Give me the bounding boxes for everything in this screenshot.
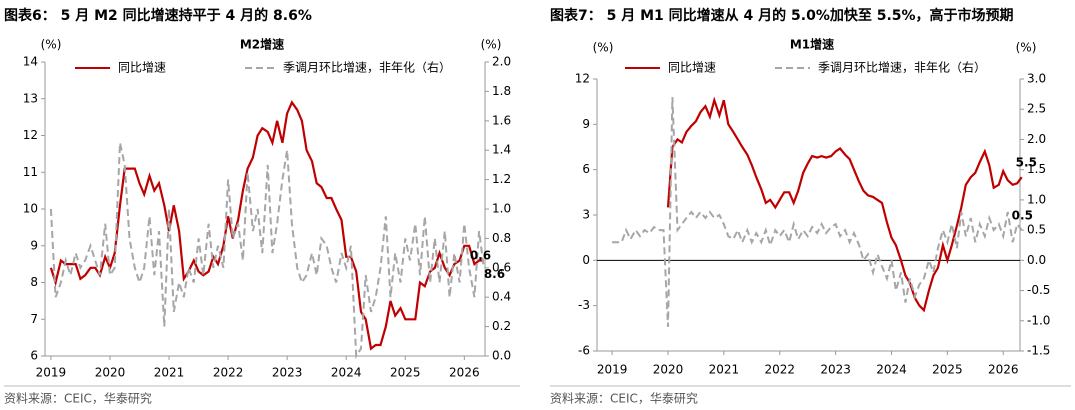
x-tick-label: 2025 [932, 363, 963, 377]
end-value-label: 8.6 [484, 267, 505, 281]
y-tick-label: -6 [578, 344, 590, 358]
end-value-label: 5.5 [1016, 156, 1037, 170]
y2-tick-label: -1.0 [1027, 313, 1050, 327]
x-tick-label: 2025 [390, 366, 421, 380]
legend-label: 季调月环比增速，非年化（右） [283, 60, 451, 75]
y2-tick-label: 1.6 [492, 113, 511, 127]
y2-tick-label: 1.0 [492, 202, 511, 216]
y2-tick-label: 3.0 [1027, 72, 1046, 86]
chart-title: 图表6： 5 月 M2 同比增速持平于 4 月的 8.6% [4, 7, 312, 24]
y-tick-label: 0 [582, 253, 590, 267]
x-tick-label: 2021 [154, 366, 185, 380]
y-tick-label: 12 [23, 128, 38, 142]
source-note: 资料来源：CEIC，华泰研究 [4, 391, 152, 406]
y2-tick-label: 1.8 [492, 84, 511, 98]
y2-tick-label: 1.4 [492, 143, 511, 157]
y-tick-label: 11 [23, 165, 38, 179]
y2-tick-label: -1.5 [1027, 344, 1050, 358]
end-value-label: 0.6 [470, 248, 491, 262]
series-line [49, 142, 485, 360]
y2-axis-unit: (%) [481, 38, 502, 52]
x-tick-label: 2022 [213, 366, 244, 380]
y-tick-label: 9 [30, 238, 38, 252]
y-tick-label: 6 [30, 349, 38, 363]
x-tick-label: 2024 [876, 363, 907, 377]
y-tick-label: 10 [23, 202, 38, 216]
x-tick-label: 2021 [709, 363, 740, 377]
y2-tick-label: 2.5 [1027, 102, 1046, 116]
y2-tick-label: 0.0 [1027, 253, 1046, 267]
y2-tick-label: -0.5 [1027, 283, 1050, 297]
y2-tick-label: 2.0 [1027, 132, 1046, 146]
series-line [49, 100, 484, 351]
y-tick-label: 13 [23, 91, 38, 105]
y2-tick-label: 1.0 [1027, 192, 1046, 206]
y2-tick-label: 0.8 [492, 231, 511, 245]
x-tick-label: 2019 [36, 366, 67, 380]
y-axis-unit: (%) [593, 41, 614, 55]
legend-label: 季调月环比增速，非年化（右） [818, 60, 986, 75]
x-tick-label: 2026 [449, 366, 480, 380]
chart-subtitle: M1增速 [790, 37, 834, 52]
x-tick-label: 2020 [95, 366, 126, 380]
x-tick-label: 2026 [988, 363, 1019, 377]
y2-tick-label: 2.0 [492, 55, 511, 69]
series-line [612, 97, 1023, 327]
y-tick-label: -3 [578, 298, 590, 312]
y-tick-label: 12 [575, 72, 590, 86]
x-tick-label: 2019 [597, 363, 628, 377]
series-line [666, 96, 1023, 313]
x-tick-label: 2023 [272, 366, 303, 380]
y2-tick-label: 0.0 [492, 349, 511, 363]
x-tick-label: 2024 [331, 366, 362, 380]
y-tick-label: 3 [582, 208, 590, 222]
x-tick-label: 2022 [764, 363, 795, 377]
source-note: 资料来源：CEIC，华泰研究 [550, 391, 698, 406]
legend-label: 同比增速 [668, 61, 716, 75]
end-value-label: 0.5 [1012, 209, 1033, 223]
y2-tick-label: 1.2 [492, 172, 511, 186]
y-axis-unit: (%) [41, 38, 62, 52]
chart-title: 图表7： 5 月 M1 同比增速从 4 月的 5.0%加快至 5.5%，高于市场… [550, 7, 1014, 24]
y-tick-label: 7 [30, 312, 38, 326]
chart-subtitle: M2增速 [240, 37, 284, 52]
y2-axis-unit: (%) [1016, 41, 1037, 55]
y-tick-label: 8 [30, 275, 38, 289]
y2-tick-label: 1.5 [1027, 162, 1046, 176]
y-tick-label: 9 [582, 117, 590, 131]
y2-tick-label: 0.2 [492, 319, 511, 333]
y-tick-label: 14 [23, 55, 38, 69]
x-tick-label: 2020 [653, 363, 684, 377]
legend-label: 同比增速 [118, 61, 166, 75]
y2-tick-label: 0.6 [492, 260, 511, 274]
x-tick-label: 2023 [820, 363, 851, 377]
y-tick-label: 6 [582, 162, 590, 176]
y2-tick-label: 0.4 [492, 290, 511, 304]
y2-tick-label: 0.5 [1027, 223, 1046, 237]
